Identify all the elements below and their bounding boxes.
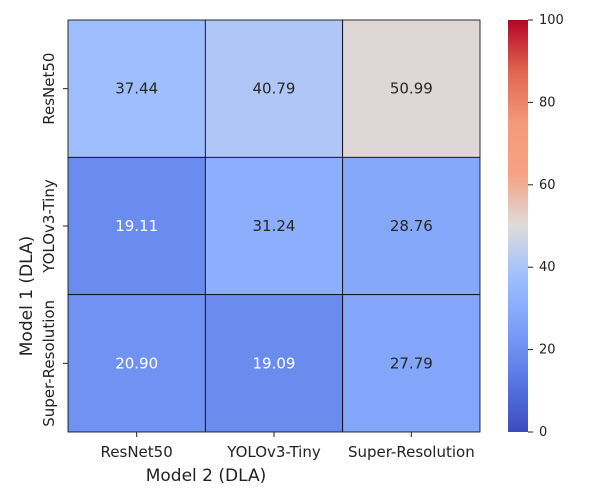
cell-value-label: 20.90 <box>115 354 158 372</box>
heatmap-cell <box>204 19 344 158</box>
cell-value-label: 50.99 <box>390 80 433 98</box>
x-tick-label: Super-Resolution <box>348 443 475 461</box>
colorbar-ticks: 0 20 40 60 80 100 <box>528 13 564 440</box>
heatmap-cells <box>67 19 481 433</box>
heatmap-cell <box>67 294 206 433</box>
colorbar-tick-label: 20 <box>539 343 556 358</box>
y-axis-label: Model 1 (DLA) <box>17 236 37 357</box>
cell-value-label: 40.79 <box>253 80 296 98</box>
x-tick-label: YOLOv3-Tiny <box>226 443 321 461</box>
colorbar-tick-label: 40 <box>539 260 556 275</box>
colorbar-gradient <box>508 20 528 432</box>
x-axis: ResNet50 YOLOv3-Tiny Super-Resolution <box>101 432 475 461</box>
heatmap-annotations: 37.44 40.79 50.99 19.11 31.24 28.76 20.90 19.09… <box>115 80 433 373</box>
cell-value-label: 19.09 <box>253 354 296 372</box>
heatmap-cell <box>67 156 206 296</box>
cell-value-label: 27.79 <box>390 354 433 372</box>
x-axis-label: Model 2 (DLA) <box>146 466 267 486</box>
y-axis: ResNet50 YOLOv3-Tiny Super-Resolution <box>40 53 68 427</box>
y-tick-label: YOLOv3-Tiny <box>40 179 58 274</box>
cell-value-label: 31.24 <box>253 217 296 235</box>
cell-value-label: 28.76 <box>390 217 433 235</box>
x-tick-label: ResNet50 <box>101 443 173 461</box>
heatmap-cell <box>204 294 344 433</box>
colorbar-tick-label: 100 <box>539 13 564 28</box>
cell-value-label: 19.11 <box>115 217 158 235</box>
cell-value-label: 37.44 <box>115 80 158 98</box>
heatmap-cell <box>204 156 344 296</box>
heatmap-cell <box>342 156 481 296</box>
colorbar-tick-label: 80 <box>539 95 556 110</box>
heatmap-cell <box>67 19 206 158</box>
heatmap-cell <box>342 19 481 158</box>
colorbar: 0 20 40 60 80 100 <box>508 13 564 440</box>
colorbar-tick-label: 60 <box>539 178 556 193</box>
y-tick-label: Super-Resolution <box>40 300 58 427</box>
y-tick-label: ResNet50 <box>40 53 58 125</box>
colorbar-tick-label: 0 <box>539 425 547 440</box>
